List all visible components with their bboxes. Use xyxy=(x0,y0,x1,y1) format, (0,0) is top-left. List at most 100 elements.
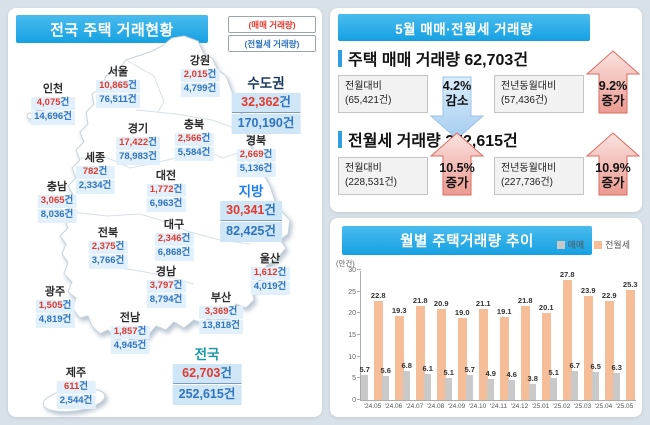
sale-bar-column: 5.6 xyxy=(380,365,391,400)
bar-value-label: 6.8 xyxy=(401,360,412,370)
rent-bar-column: 21.1 xyxy=(476,299,491,400)
region-name: 전남 xyxy=(119,312,141,324)
region-name: 부산 xyxy=(210,292,232,304)
region-rent-value: 6,963건 xyxy=(146,198,186,212)
bar-value-label: 21.8 xyxy=(412,295,428,305)
region-name: 경남 xyxy=(155,266,177,278)
region-jeonguk: 전국 62,703건 252,615건 xyxy=(172,343,242,405)
up-arrow-icon xyxy=(429,132,485,196)
y-tick-mark xyxy=(357,334,361,335)
rent-bar-column: 22.9 xyxy=(602,291,617,400)
down-arrow-icon xyxy=(429,76,485,140)
stat-arrow-box: 10.5% 증가 xyxy=(428,132,486,196)
bar-group-'24.07: 6.8 21.8 xyxy=(401,295,428,400)
region-name: 대구 xyxy=(163,219,185,231)
sale-bar-column: 6.7 xyxy=(569,361,580,400)
bar-value-label: 5.6 xyxy=(380,365,391,375)
y-tick-mark xyxy=(357,355,361,357)
rent-bar xyxy=(478,308,488,400)
rent-bar-column: 27.8 xyxy=(560,270,575,400)
region-name: 경북 xyxy=(245,135,267,147)
sale-volume-heading: 주택 매매 거래량 62,703건 xyxy=(338,46,528,70)
region-sale-value: 1,772건 xyxy=(146,184,186,198)
region-rent-value: 5,136건 xyxy=(236,163,276,177)
stat-percent: 9.2% 증가 xyxy=(598,79,628,108)
map-legend-rent: (전월세 거래량) xyxy=(228,35,316,52)
region-gyeonggi: 경기 17,422건 78,983건 xyxy=(116,120,160,165)
sale-bar-column: 6.3 xyxy=(611,363,622,400)
region-name: 서울 xyxy=(107,66,129,78)
up-arrow-icon xyxy=(585,50,641,114)
x-tick-label: '24.07 xyxy=(405,403,424,410)
summary-panel-title: 5월 매매·전월세 거래량 xyxy=(338,14,590,41)
rent-bar xyxy=(415,305,425,400)
region-gangwon: 강원 2,015건 4,799건 xyxy=(180,52,220,97)
bar-value-label: 19.0 xyxy=(454,307,470,317)
x-tick-label: '24.09 xyxy=(447,403,466,410)
sale-bar xyxy=(571,371,579,400)
y-tick-mark xyxy=(357,290,361,292)
bar-value-label: 5.7 xyxy=(464,365,475,375)
bar-value-label: 20.1 xyxy=(538,302,554,312)
region-rent-value: 76,511건 xyxy=(96,94,140,108)
region-sale-value: 17,422건 xyxy=(116,137,160,151)
region-name: 세종 xyxy=(84,152,106,164)
bar-group-'24.06: 5.6 19.3 xyxy=(380,306,407,400)
region-name: 강원 xyxy=(189,55,211,67)
x-tick-label: '25.01 xyxy=(531,403,550,410)
region-gyeongbuk: 경북 2,669건 5,136건 xyxy=(236,132,276,177)
stat-arrow-box: 9.2% 증가 xyxy=(584,50,642,114)
sale-bar-column: 5.1 xyxy=(548,367,559,400)
sale-bar xyxy=(613,372,621,400)
sale-color-swatch xyxy=(556,240,565,249)
region-rent-value: 2,544건 xyxy=(56,395,96,409)
rent-bar xyxy=(457,317,467,400)
bar-value-label: 6.1 xyxy=(422,363,433,373)
sale-bar xyxy=(487,378,495,400)
region-rent-value: 170,190건 xyxy=(231,114,301,134)
region-name: 수도권 xyxy=(247,76,285,91)
rent-bar-column: 23.9 xyxy=(581,286,596,400)
y-tick-mark xyxy=(357,269,361,270)
rent-color-swatch xyxy=(594,240,603,249)
region-sale-value: 2,346건 xyxy=(154,233,194,247)
stat-label-box: 전년동월대비 (57,436건) xyxy=(494,75,584,113)
sale-bar xyxy=(529,383,537,400)
bar-group-'25.04: 6.5 22.9 xyxy=(590,291,617,400)
sale-bar-column: 6.5 xyxy=(590,362,601,400)
region-sale-value: 782건 xyxy=(75,166,115,180)
bar-group-'25.03: 6.7 23.9 xyxy=(569,286,596,400)
sale-bar xyxy=(445,377,453,400)
rent-bar xyxy=(625,290,635,400)
rent-bar xyxy=(604,300,614,400)
sale-bar xyxy=(382,375,390,400)
sale-bar xyxy=(550,377,558,400)
region-jeonbuk: 전북 2,375건 3,766건 xyxy=(88,224,128,269)
bar-value-label: 5.1 xyxy=(548,367,559,377)
region-name: 지방 xyxy=(238,184,264,199)
region-daejeon: 대전 1,772건 6,963건 xyxy=(146,167,186,212)
region-sale-value: 3,369건 xyxy=(199,306,243,320)
x-tick-label: '24.05 xyxy=(363,403,382,410)
bar-value-label: 22.9 xyxy=(601,290,617,300)
region-sale-value: 3,797건 xyxy=(146,280,186,294)
sale-bar-column: 5.1 xyxy=(443,368,454,400)
region-gyeongnam: 경남 3,797건 8,794건 xyxy=(146,263,186,308)
stat-전년동월대비-증가: 전년동월대비 (57,436건) 9.2% 증가 xyxy=(494,50,642,114)
rent-bar-column: 25.3 xyxy=(623,280,638,400)
region-jeonnam: 전남 1,857건 4,945건 xyxy=(110,309,150,354)
chart-legend: 매매 전월세 xyxy=(556,238,630,251)
region-name: 충남 xyxy=(46,181,68,193)
region-name: 경기 xyxy=(127,123,149,135)
rent-bar xyxy=(520,305,530,400)
sale-bar xyxy=(466,375,474,400)
sale-bar-column: 5.7 xyxy=(464,365,475,400)
rent-bar xyxy=(541,312,551,400)
region-rent-value: 8,036건 xyxy=(37,209,77,223)
bar-value-label: 21.1 xyxy=(475,298,491,308)
region-name: 울산 xyxy=(259,253,281,265)
sale-stats-row: 전월대비 (65,421건) 4.2% 감소 전년동월대비 (57,436건) 9.2% 증가 xyxy=(338,50,642,140)
bar-group-'25.01: 3.8 20.1 xyxy=(527,302,554,400)
region-rent-value: 4,019건 xyxy=(250,281,290,295)
